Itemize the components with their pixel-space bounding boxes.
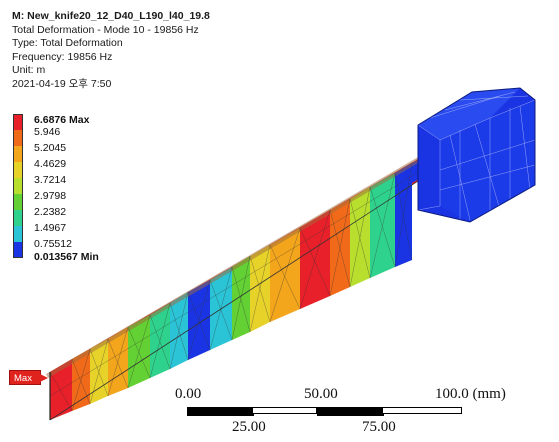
legend-swatch (13, 226, 23, 242)
scale-segment-light (382, 407, 462, 414)
legend-swatch (13, 130, 23, 146)
legend-label: 4.4629 (34, 158, 67, 170)
legend-label-max: 6.6876 Max (34, 114, 90, 126)
scale-segment-dark (317, 407, 384, 416)
result-type-line: Total Deformation - Mode 10 - 19856 Hz (12, 23, 199, 36)
legend-swatch (13, 210, 23, 226)
legend-swatch (13, 114, 23, 130)
handle-block (417, 87, 536, 223)
model-title: M: New_knife20_12_D40_L190_l40_19.8 (12, 10, 210, 22)
timestamp-line: 2021-04-19 오후 7:50 (12, 77, 112, 90)
legend-label: 5.946 (34, 126, 61, 138)
scale-segment-dark (187, 407, 254, 416)
scale-label: 100.0 (mm) (435, 386, 506, 402)
scale-segment-light (252, 407, 317, 414)
legend-label: 2.9798 (34, 190, 67, 202)
blade-top-edge (46, 150, 432, 378)
legend-label: 3.7214 (34, 174, 67, 186)
legend-swatch (13, 162, 23, 178)
max-probe-label[interactable]: Max (9, 370, 48, 385)
frequency-line: Frequency: 19856 Hz (12, 50, 113, 63)
legend-label: 0.75512 (34, 238, 72, 250)
legend-label: 1.4967 (34, 222, 67, 234)
scale-label: 25.00 (232, 419, 266, 435)
legend-swatch (13, 194, 23, 210)
legend-swatch (13, 242, 23, 258)
type-line: Type: Total Deformation (12, 37, 123, 50)
scale-label: 0.00 (175, 386, 202, 402)
legend-swatch (13, 178, 23, 194)
unit-line: Unit: m (12, 64, 46, 77)
scale-label: 75.00 (362, 419, 396, 435)
legend-label-min: 0.013567 Min (34, 251, 99, 263)
legend-swatch (13, 146, 23, 162)
result-info: M: New_knife20_12_D40_L190_l40_19.8 Tota… (12, 10, 210, 92)
legend-bar-outline (13, 114, 23, 258)
blade-mesh-lines (49, 161, 436, 412)
legend-label: 2.2382 (34, 206, 67, 218)
legend-label: 5.2045 (34, 142, 67, 154)
scale-label: 50.00 (304, 386, 338, 402)
blade-mesh (46, 150, 436, 421)
